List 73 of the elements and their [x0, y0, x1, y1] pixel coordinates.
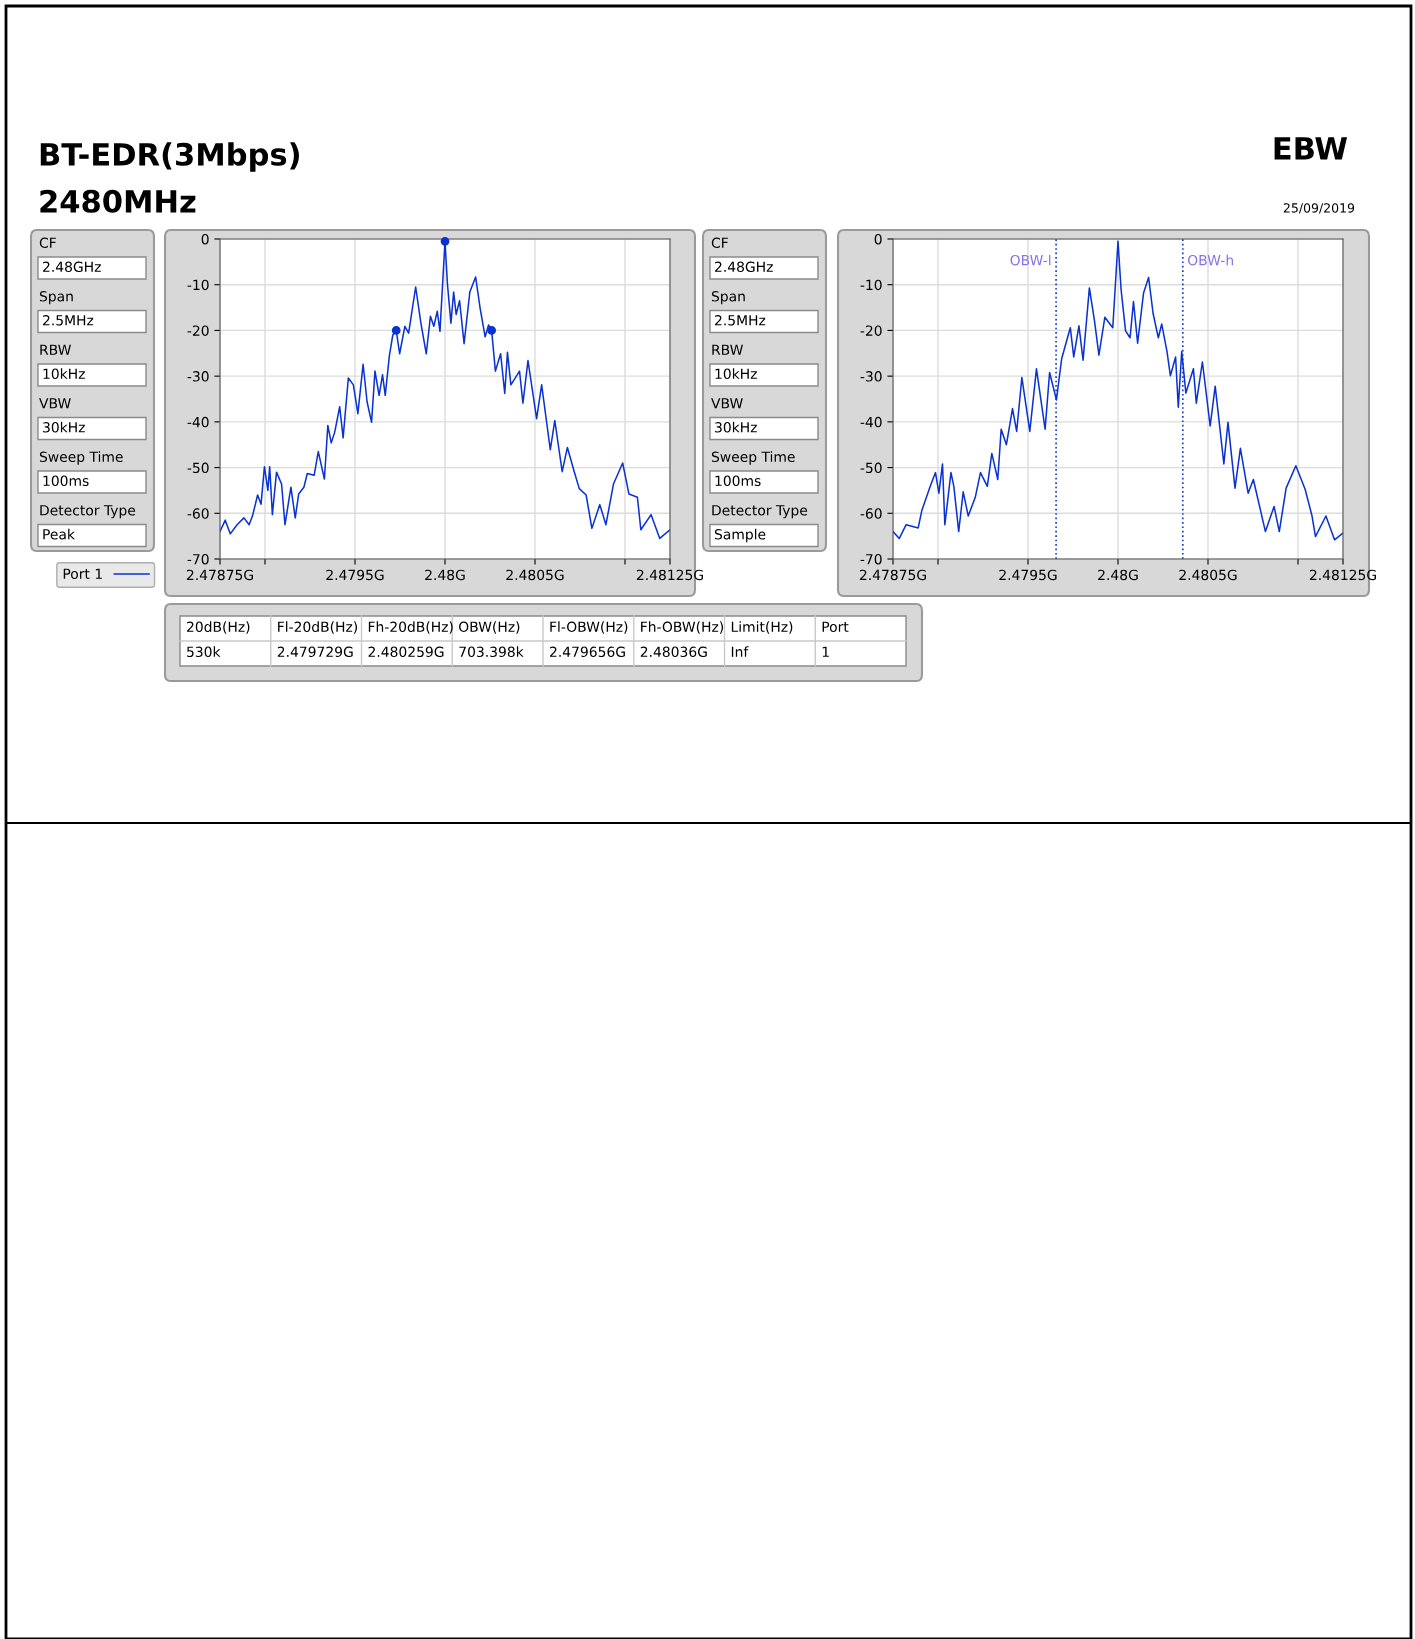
text: BT-EDR(3Mbps) — [40, 142, 299, 172]
text: 703.398k — [459, 646, 524, 658]
text: 2.5MHz — [43, 315, 94, 326]
text: 2.48GHz — [43, 261, 101, 273]
text: 10kHz — [715, 368, 757, 380]
y-tick-label: -30 — [187, 371, 209, 382]
text: 2.479729G — [277, 646, 353, 658]
y-tick-label: -60 — [187, 508, 209, 519]
text: 2480MHz — [40, 189, 196, 213]
text: 30kHz — [43, 421, 85, 433]
text: RBW — [40, 344, 71, 355]
text: 2.48GHz — [715, 261, 773, 273]
text: CF — [39, 237, 56, 249]
text: 20dB(Hz) — [187, 621, 250, 634]
text: 100ms — [43, 475, 89, 487]
text: VBW — [39, 398, 71, 409]
text: 10kHz — [43, 368, 85, 380]
x-tick-label: 2.4805G — [506, 569, 564, 581]
text: Sweep Time — [39, 451, 123, 465]
legend-label: Port 1 — [63, 568, 102, 580]
y-tick-label: -40 — [187, 416, 209, 428]
text: Sample — [714, 528, 766, 543]
text: 100ms — [715, 475, 761, 487]
text: 30kHz — [715, 421, 757, 433]
y-tick-label: -30 — [860, 371, 882, 382]
text: 25/09/2019 — [1283, 203, 1355, 214]
x-tick-label: 2.4795G — [999, 569, 1057, 581]
text: OBW(Hz) — [459, 621, 520, 634]
y-tick-label: -10 — [187, 279, 209, 291]
x-tick-label: 2.4795G — [326, 569, 384, 581]
text: Fl-OBW(Hz) — [550, 621, 628, 634]
text: Sweep Time — [711, 451, 795, 465]
y-tick-label: -50 — [860, 462, 882, 474]
y-tick-label: -70 — [860, 553, 882, 565]
text: VBW — [711, 398, 743, 409]
text: RBW — [712, 344, 743, 355]
y-tick-label: -20 — [187, 325, 209, 336]
y-tick-label: -40 — [860, 416, 882, 428]
text: 2.480259G — [368, 646, 444, 658]
y-tick-label: -60 — [860, 508, 882, 519]
text: Detector Type — [40, 505, 136, 519]
text: Fl-20dB(Hz) — [278, 621, 357, 634]
x-tick-label: 2.48G — [425, 569, 465, 581]
text: CF — [711, 237, 728, 249]
ref-line-label: OBW-l — [1010, 254, 1051, 266]
y-tick-label: -50 — [187, 462, 209, 474]
text: Fh-OBW(Hz) — [641, 621, 723, 634]
y-tick-label: 0 — [201, 233, 209, 245]
text: 2.48036G — [640, 646, 707, 658]
text: Detector Type — [712, 505, 808, 519]
text: Fh-20dB(Hz) — [368, 621, 453, 634]
text: 1 — [822, 646, 829, 657]
text: Port — [822, 621, 849, 633]
ref-line-label: OBW-h — [1187, 254, 1233, 266]
y-tick-label: -70 — [187, 553, 209, 565]
x-tick-label: 2.47875G — [186, 569, 253, 581]
y-tick-label: 0 — [874, 233, 882, 245]
y-tick-label: -10 — [860, 279, 882, 291]
y-tick-label: -20 — [860, 325, 882, 336]
x-tick-label: 2.47875G — [859, 569, 926, 581]
text: 2.479656G — [550, 646, 625, 658]
x-tick-label: 2.4805G — [1179, 569, 1237, 581]
x-tick-label: 2.48G — [1098, 569, 1138, 581]
text: Span — [39, 291, 73, 305]
text: 2.5MHz — [715, 315, 766, 326]
text: Limit(Hz) — [731, 621, 793, 634]
text: 530k — [187, 646, 221, 658]
text: Span — [711, 291, 745, 305]
text: Inf — [731, 646, 749, 657]
text: EBW — [1274, 137, 1348, 160]
x-tick-label: 2.48125G — [1309, 569, 1376, 581]
text: Peak — [43, 528, 75, 540]
x-tick-label: 2.48125G — [636, 569, 703, 581]
